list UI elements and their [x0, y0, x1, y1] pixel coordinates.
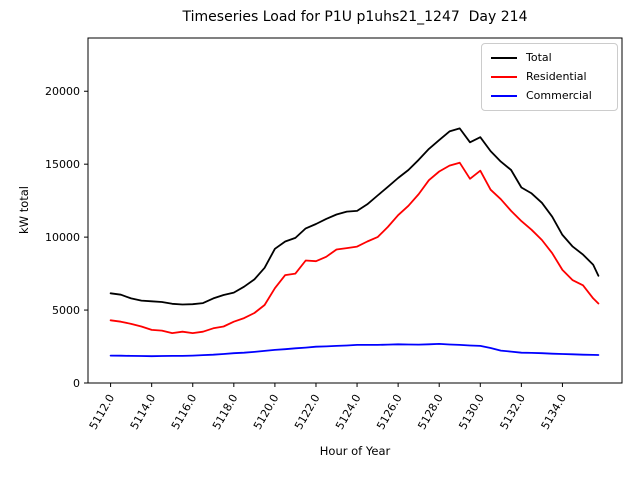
legend-label-residential: Residential	[526, 70, 587, 83]
series-line-commercial	[109, 342, 600, 358]
y-tick-label: 15000	[45, 158, 80, 171]
commercial-line-swatch	[491, 95, 517, 97]
y-tick-label: 10000	[45, 231, 80, 244]
chart-title: Timeseries Load for P1U p1uhs21_1247 Day…	[182, 9, 528, 25]
y-tick-label: 5000	[52, 304, 80, 317]
x-tick-label: 5118.0	[210, 392, 241, 432]
y-axis-label: kW total	[17, 186, 31, 234]
x-tick-label: 5124.0	[333, 392, 364, 432]
legend-label-commercial: Commercial	[526, 89, 592, 102]
x-tick-label: 5116.0	[169, 392, 200, 432]
total-line-swatch	[491, 57, 517, 59]
legend-item-residential: Residential	[491, 70, 608, 84]
residential-line-swatch	[491, 76, 517, 78]
axes-frame	[87, 37, 623, 384]
x-tick-label: 5114.0	[128, 392, 159, 432]
legend: Total Residential Commercial	[481, 43, 618, 111]
x-tick-label: 5128.0	[415, 392, 446, 432]
legend-label-total: Total	[526, 51, 552, 64]
y-tick-label: 0	[73, 377, 80, 390]
x-tick-label: 5112.0	[87, 392, 118, 432]
x-tick-label: 5120.0	[251, 392, 282, 432]
x-tick-label: 5132.0	[497, 392, 528, 432]
x-tick-label: 5126.0	[374, 392, 405, 432]
series-line-total	[109, 127, 600, 306]
series-line-residential	[109, 161, 600, 335]
x-tick-label: 5134.0	[539, 392, 570, 432]
legend-item-total: Total	[491, 51, 608, 65]
x-tick-label: 5122.0	[292, 392, 323, 432]
y-tick-label: 20000	[45, 85, 80, 98]
x-axis-label: Hour of Year	[319, 444, 391, 458]
legend-item-commercial: Commercial	[491, 89, 608, 103]
x-tick-label: 5130.0	[456, 392, 487, 432]
